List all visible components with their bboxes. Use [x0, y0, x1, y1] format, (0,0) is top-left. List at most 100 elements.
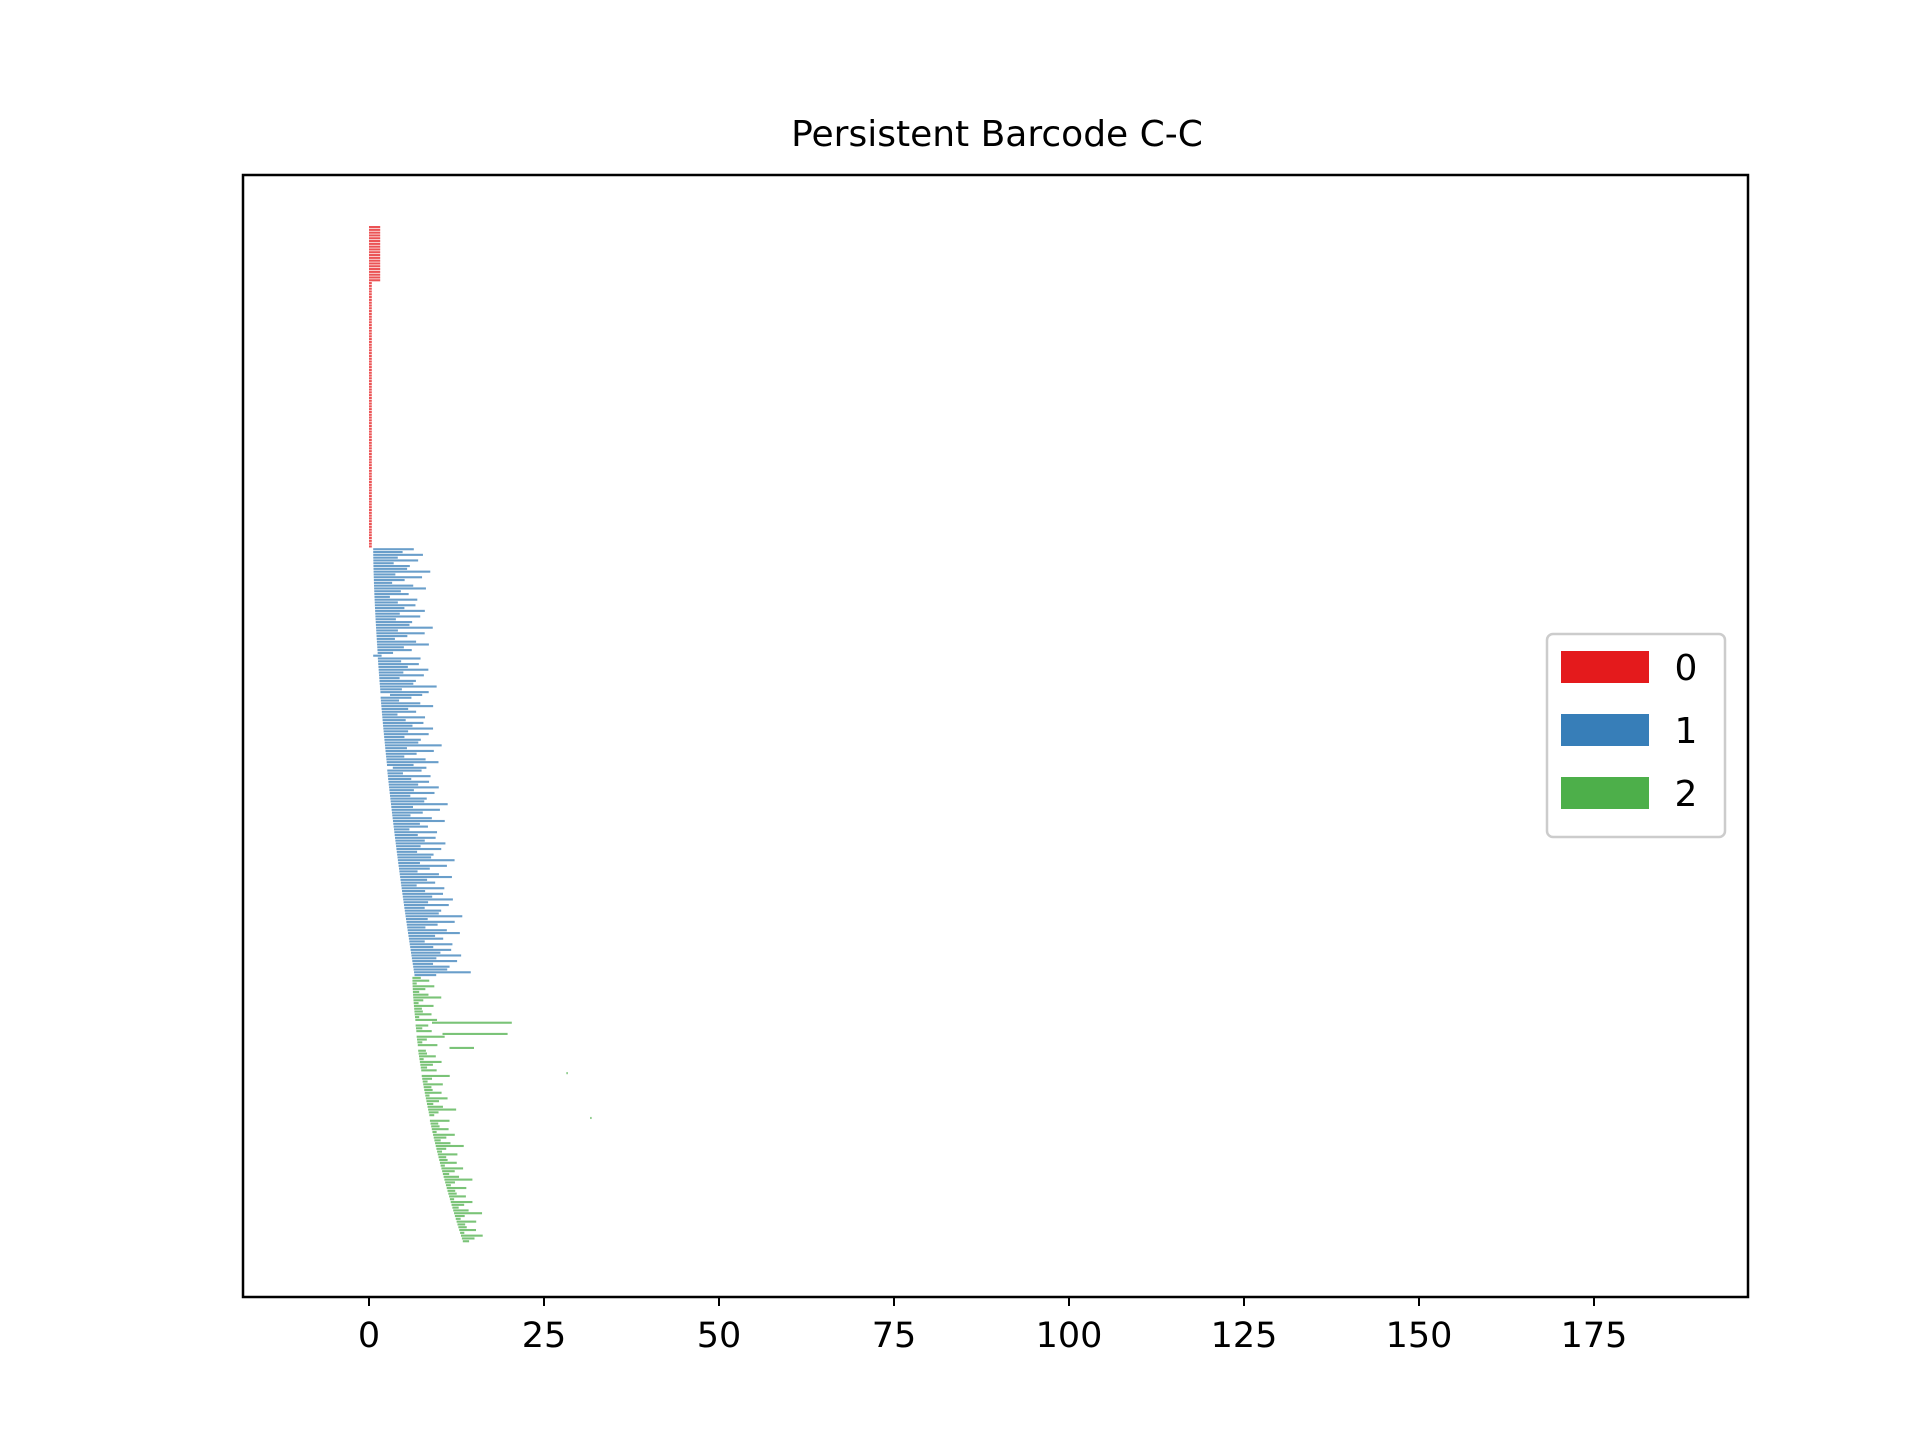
barcode-bar-dim-1	[376, 626, 433, 629]
x-tick-label: 50	[697, 1316, 742, 1356]
barcode-bar-dim-1	[373, 548, 414, 551]
barcode-bar-dim-1	[373, 559, 419, 562]
barcode-bar-dim-1	[378, 665, 408, 668]
barcode-bar-dim-1	[377, 646, 404, 649]
barcode-bar-dim-1	[400, 881, 436, 884]
barcode-bar-dim-1	[373, 556, 398, 559]
barcode-bar-dim-1	[396, 850, 418, 853]
barcode-bar-dim-0	[369, 270, 381, 273]
barcode-bar-dim-1	[380, 688, 402, 691]
barcode-bar-dim-0	[369, 251, 381, 254]
barcode-bar-dim-2	[416, 1030, 432, 1033]
barcode-bar-dim-0	[369, 231, 381, 234]
barcode-bar-dim-0	[369, 450, 372, 453]
barcode-bar-dim-1	[403, 904, 449, 907]
barcode-bar-dim-0	[369, 438, 372, 442]
barcode-bar-dim-0	[369, 349, 372, 352]
x-tick-label: 100	[1036, 1316, 1103, 1356]
barcode-bar-dim-2	[424, 1091, 442, 1094]
barcode-bar-dim-1	[380, 699, 400, 702]
barcode-bar-dim-0	[369, 410, 372, 414]
barcode-bar-dim-1	[392, 814, 411, 817]
barcode-bar-dim-0	[369, 511, 372, 514]
barcode-bar-dim-2	[419, 1060, 442, 1063]
barcode-bar-dim-2	[441, 1167, 464, 1170]
barcode-bar-dim-2	[432, 1021, 512, 1024]
barcode-bar-dim-0	[369, 388, 372, 391]
barcode-bar-dim-1	[381, 710, 417, 713]
barcode-bar-dim-1	[385, 747, 407, 750]
legend: 0 1 2	[1545, 632, 1727, 839]
barcode-bar-dim-0	[369, 430, 372, 433]
barcode-bar-dim-2	[433, 1133, 455, 1136]
barcode-bar-dim-1	[391, 808, 440, 811]
barcode-bar-dim-2	[566, 1072, 568, 1075]
barcode-bar-dim-2	[450, 1200, 473, 1204]
barcode-bar-dim-1	[405, 918, 428, 921]
barcode-bar-dim-0	[369, 416, 372, 419]
barcode-bar-dim-0	[369, 497, 372, 500]
barcode-bar-dim-0	[369, 472, 372, 475]
barcode-bar-dim-2	[430, 1122, 439, 1125]
barcode-bar-dim-0	[369, 452, 372, 456]
barcode-bar-dim-1	[383, 733, 429, 736]
barcode-bar-dim-2	[453, 1209, 469, 1212]
barcode-bar-dim-2	[424, 1088, 433, 1092]
barcode-bar-dim-1	[378, 663, 419, 666]
x-tick-label: 125	[1211, 1316, 1278, 1356]
x-tick-label: 175	[1561, 1316, 1628, 1356]
barcode-bar-dim-0	[369, 478, 372, 481]
barcode-bar-dim-1	[379, 679, 416, 682]
barcode-bar-dim-0	[369, 366, 372, 369]
barcode-bar-dim-1	[379, 685, 437, 688]
barcode-bar-dim-1	[406, 923, 438, 926]
barcode-bar-dim-0	[369, 340, 372, 343]
barcode-bar-dim-0	[369, 464, 372, 467]
barcode-bar-dim-1	[390, 803, 448, 806]
barcode-bar-dim-2	[444, 1178, 473, 1181]
barcode-bar-dim-1	[390, 693, 423, 696]
barcode-bar-dim-2	[447, 1189, 456, 1192]
barcode-bar-dim-1	[374, 590, 401, 593]
barcode-bar-dim-2	[421, 1069, 437, 1072]
barcode-bar-dim-0	[369, 226, 381, 229]
barcode-bar-dim-0	[369, 346, 372, 349]
barcode-bar-dim-1	[375, 612, 400, 615]
barcode-bar-dim-1	[381, 702, 421, 705]
barcode-bar-dim-1	[388, 780, 430, 783]
barcode-bar-dim-0	[369, 525, 372, 528]
barcode-bar-dim-0	[369, 315, 372, 318]
barcode-bar-dim-0	[369, 377, 372, 380]
barcode-bar-dim-2	[413, 999, 424, 1002]
barcode-bar-dim-0	[369, 436, 372, 439]
barcode-bar-dim-2	[461, 1234, 483, 1237]
barcode-bar-dim-1	[411, 954, 462, 957]
barcode-bar-dim-1	[405, 915, 463, 918]
barcode-bar-dim-2	[445, 1181, 455, 1184]
barcode-bar-dim-1	[380, 691, 429, 694]
barcode-bar-dim-0	[369, 408, 372, 411]
barcode-bar-dim-0	[369, 290, 372, 293]
barcode-bar-dim-1	[380, 696, 412, 699]
barcode-bar-dim-2	[413, 996, 442, 999]
barcode-bar-dim-1	[374, 595, 390, 598]
barcode-bar-dim-2	[454, 1214, 465, 1218]
barcode-bar-dim-1	[384, 735, 405, 738]
barcode-bar-dim-1	[387, 769, 422, 772]
barcode-bar-dim-0	[369, 433, 372, 436]
barcode-bar-dim-0	[369, 427, 372, 430]
barcode-bar-dim-1	[377, 649, 412, 652]
barcode-bar-dim-1	[408, 932, 460, 935]
barcode-bar-dim-1	[397, 859, 455, 862]
x-tick-label: 75	[872, 1316, 917, 1356]
barcode-bar-dim-1	[379, 682, 414, 685]
plot-frame	[241, 173, 1750, 1299]
barcode-bar-dim-1	[373, 565, 410, 568]
barcode-bar-dim-0	[369, 455, 372, 458]
barcode-bar-dim-1	[373, 562, 394, 565]
barcode-bar-dim-1	[409, 940, 425, 943]
barcode-bar-dim-1	[396, 845, 421, 848]
barcode-bar-dim-1	[375, 607, 405, 610]
barcode-bar-dim-2	[440, 1164, 445, 1167]
barcode-bar-dim-0	[369, 528, 372, 531]
